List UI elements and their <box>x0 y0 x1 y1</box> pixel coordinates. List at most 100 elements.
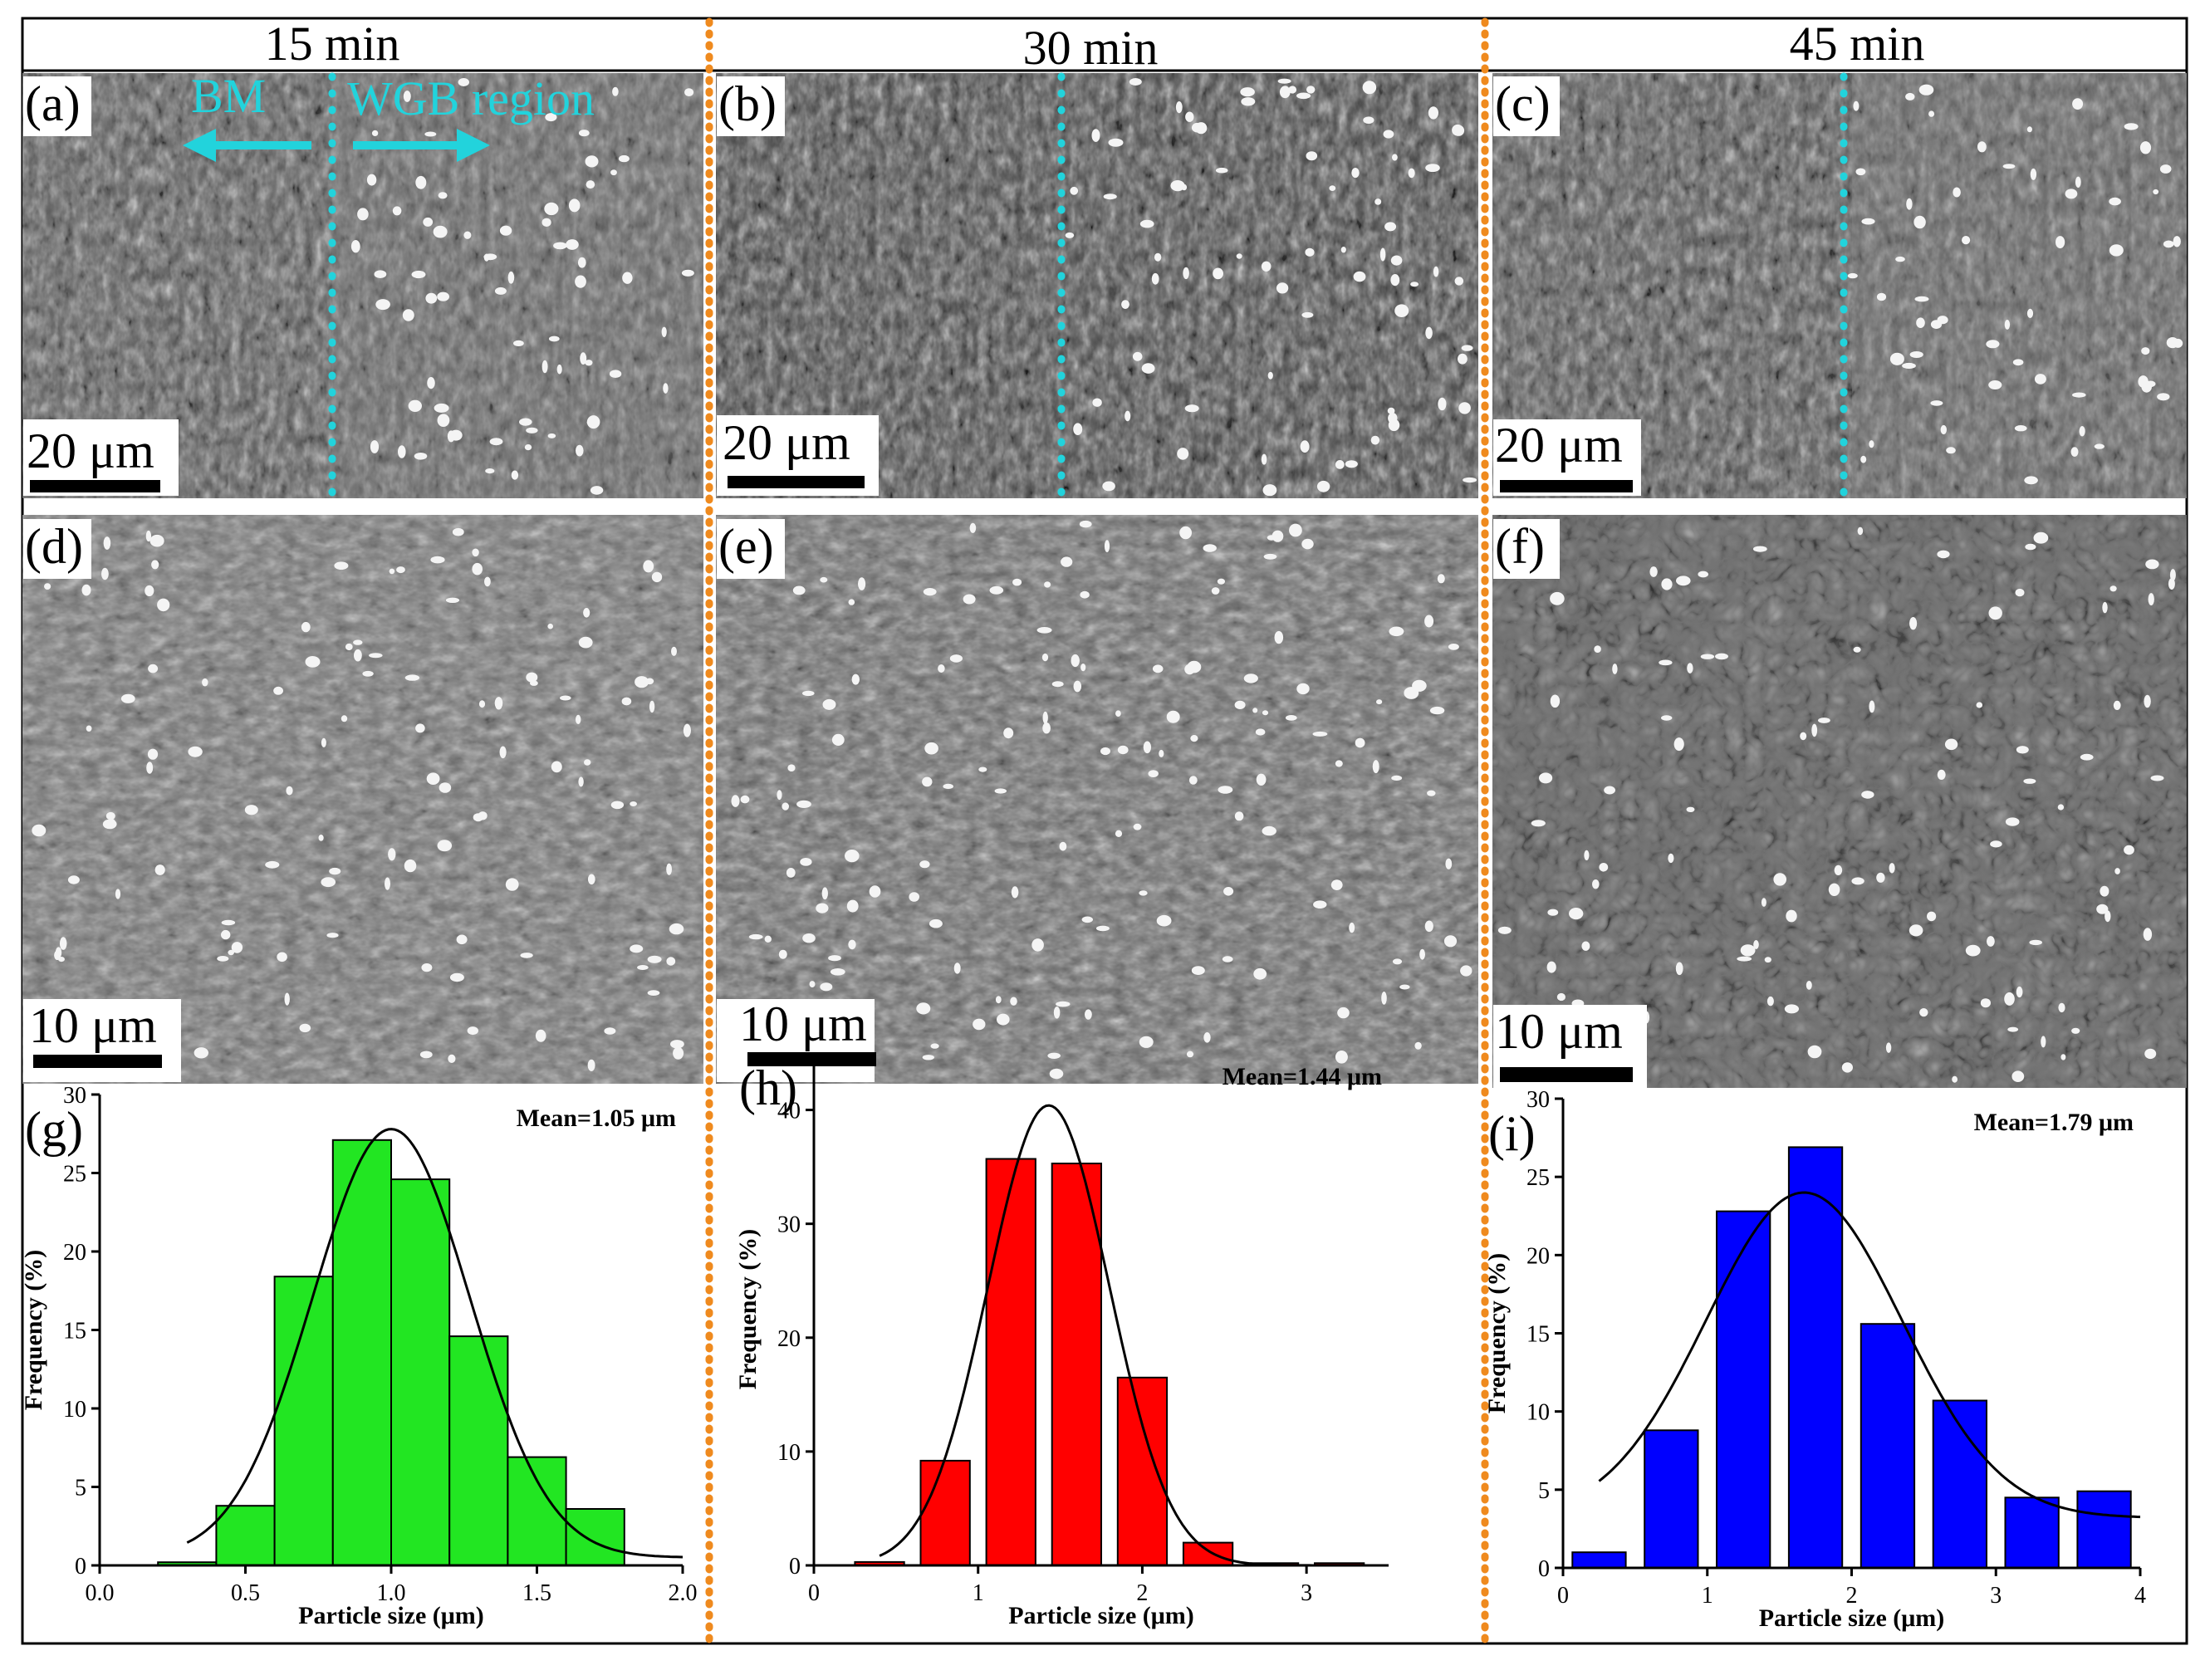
precipitate-particle <box>1115 710 1121 717</box>
precipitate-particle <box>301 621 311 633</box>
precipitate-particle <box>1988 380 2002 389</box>
precipitate-particle <box>541 360 548 374</box>
precipitate-particle <box>551 761 562 773</box>
precipitate-particle <box>2173 338 2183 348</box>
x-tick-label: 1 <box>973 1580 984 1606</box>
precipitate-particle <box>1240 87 1255 97</box>
precipitate-particle <box>1889 863 1895 874</box>
x-tick-label: 1 <box>1702 1583 1713 1609</box>
histogram-bar <box>985 1158 1036 1566</box>
precipitate-particle <box>2080 753 2094 761</box>
precipitate-particle <box>1252 708 1258 713</box>
precipitate-particle <box>1345 460 1358 468</box>
precipitate-particle <box>1095 925 1110 932</box>
precipitate-particle <box>109 819 116 828</box>
precipitate-particle <box>1185 111 1194 122</box>
precipitate-particle <box>511 470 519 480</box>
precipitate-particle <box>1550 591 1565 605</box>
precipitate-particle <box>604 1027 616 1035</box>
precipitate-particle <box>419 1051 433 1059</box>
precipitate-particle <box>449 429 463 441</box>
x-tick-label: 3 <box>1990 1583 2002 1609</box>
precipitate-particle <box>2004 992 2015 1006</box>
precipitate-particle <box>1103 193 1117 200</box>
header-45min: 45 min <box>1790 17 1925 71</box>
precipitate-particle <box>1928 110 1935 117</box>
x-tick-label: 4 <box>2134 1583 2146 1609</box>
precipitate-particle <box>929 918 943 928</box>
precipitate-particle <box>778 949 787 959</box>
precipitate-particle <box>1117 745 1129 755</box>
precipitate-particle <box>483 253 490 262</box>
precipitate-particle <box>1353 271 1366 282</box>
precipitate-particle <box>663 383 669 394</box>
precipitate-particle <box>1443 935 1458 948</box>
precipitate-particle <box>305 656 321 668</box>
precipitate-particle <box>449 972 464 982</box>
precipitate-particle <box>370 440 380 453</box>
precipitate-particle <box>1217 578 1225 585</box>
precipitate-particle <box>1927 911 1937 922</box>
precipitate-particle <box>1531 820 1546 827</box>
histogram-chart-g: 0.0 0.5 1.0 1.5 2.0 0 5 10 15 20 25 30 Particle size… <box>20 1083 698 1629</box>
panel-e <box>716 515 1478 1084</box>
precipitate-particle <box>1594 645 1601 653</box>
precipitate-particle <box>286 786 293 796</box>
precipitate-particle <box>2159 164 2172 174</box>
precipitate-particle <box>2096 904 2109 914</box>
precipitate-particle <box>822 698 836 710</box>
precipitate-particle <box>651 571 663 583</box>
y-tick-label: 40 <box>777 1099 801 1124</box>
precipitate-particle <box>851 673 860 685</box>
precipitate-particle <box>2100 885 2109 897</box>
precipitate-particle <box>943 783 953 790</box>
precipitate-particle <box>846 899 859 913</box>
precipitate-particle <box>146 762 154 774</box>
precipitate-particle <box>1340 247 1346 253</box>
precipitate-particle <box>1044 581 1051 588</box>
precipitate-particle <box>1316 480 1330 492</box>
precipitate-particle <box>388 848 396 861</box>
precipitate-particle <box>507 271 515 284</box>
precipitate-particle <box>1389 626 1404 637</box>
precipitate-particle <box>54 950 61 961</box>
precipitate-particle <box>1766 996 1774 1007</box>
precipitate-particle <box>1300 440 1310 453</box>
precipitate-particle <box>1159 749 1164 757</box>
precipitate-particle <box>1584 850 1590 860</box>
precipitate-particle <box>1179 526 1192 540</box>
precipitate-particle <box>1267 535 1276 541</box>
precipitate-particle <box>2016 986 2023 998</box>
precipitate-particle <box>547 433 556 438</box>
precipitate-particle <box>556 364 562 375</box>
precipitate-particle <box>1438 397 1447 411</box>
precipitate-particle <box>425 292 438 304</box>
histogram-bar <box>919 1459 971 1567</box>
y-tick-label: 30 <box>63 1083 86 1109</box>
precipitate-particle <box>1080 664 1086 672</box>
precipitate-particle <box>2011 1070 2025 1082</box>
histogram-bar <box>1860 1323 1916 1569</box>
precipitate-particle <box>1458 402 1471 414</box>
x-tick-label: 0.0 <box>86 1580 115 1606</box>
precipitate-particle <box>1599 863 1609 872</box>
precipitate-particle <box>1909 351 1923 358</box>
precipitate-particle <box>978 767 987 772</box>
precipitate-particle <box>1285 715 1297 721</box>
panel-label-i: (i) <box>1488 1106 1536 1161</box>
fit-curve <box>186 1128 684 1559</box>
precipitate-particle <box>1784 1004 1799 1014</box>
precipitate-particle <box>1335 760 1343 767</box>
precipitate-particle <box>149 534 164 547</box>
precipitate-particle <box>32 824 47 837</box>
x-tick-label: 3 <box>1301 1580 1312 1606</box>
scale-label-c: 20 μm <box>1495 418 1623 473</box>
precipitate-particle <box>1853 646 1861 653</box>
precipitate-particle <box>1184 404 1199 413</box>
precipitate-particle <box>103 536 111 550</box>
precipitate-particle <box>2026 308 2034 318</box>
y-tick-label: 20 <box>777 1326 801 1352</box>
precipitate-particle <box>505 878 519 891</box>
precipitate-particle <box>1141 363 1155 374</box>
